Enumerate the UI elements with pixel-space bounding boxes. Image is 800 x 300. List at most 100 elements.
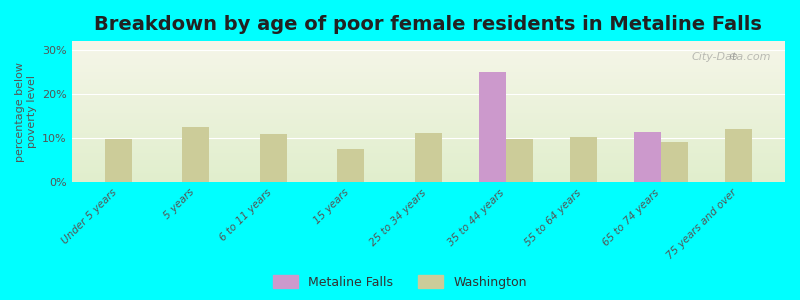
Bar bbox=[260, 134, 287, 182]
Bar bbox=[72, 85, 785, 86]
Bar bbox=[72, 68, 785, 69]
Bar bbox=[72, 52, 785, 54]
Bar bbox=[72, 156, 785, 157]
Bar bbox=[72, 133, 785, 134]
Bar bbox=[72, 136, 785, 137]
Text: City-Data.com: City-Data.com bbox=[691, 52, 770, 62]
Bar bbox=[72, 44, 785, 45]
Bar bbox=[72, 123, 785, 124]
Bar bbox=[72, 126, 785, 127]
Bar bbox=[72, 141, 785, 143]
Bar bbox=[72, 81, 785, 82]
Bar bbox=[72, 112, 785, 113]
Bar bbox=[72, 72, 785, 74]
Bar bbox=[72, 78, 785, 79]
Bar bbox=[634, 132, 661, 182]
Bar bbox=[72, 65, 785, 67]
Bar bbox=[72, 75, 785, 76]
Bar bbox=[72, 174, 785, 176]
Bar bbox=[72, 57, 785, 58]
Bar bbox=[72, 41, 785, 43]
Bar bbox=[72, 127, 785, 129]
Bar bbox=[72, 98, 785, 99]
Bar bbox=[72, 115, 785, 116]
Bar bbox=[72, 76, 785, 78]
Bar bbox=[72, 151, 785, 153]
Bar bbox=[72, 109, 785, 110]
Bar bbox=[72, 67, 785, 68]
Bar bbox=[72, 124, 785, 126]
Bar bbox=[72, 86, 785, 88]
Bar bbox=[72, 116, 785, 117]
Bar bbox=[72, 51, 785, 52]
Bar bbox=[72, 143, 785, 144]
Bar bbox=[72, 176, 785, 177]
Bar bbox=[72, 134, 785, 136]
Bar bbox=[72, 105, 785, 106]
Bar bbox=[72, 120, 785, 122]
Bar bbox=[72, 130, 785, 132]
Bar bbox=[72, 164, 785, 166]
Bar bbox=[72, 89, 785, 91]
Bar bbox=[72, 154, 785, 156]
Bar bbox=[506, 139, 533, 182]
Bar bbox=[72, 148, 785, 150]
Bar bbox=[72, 132, 785, 133]
Bar bbox=[570, 137, 597, 182]
Bar bbox=[72, 102, 785, 103]
Bar bbox=[72, 43, 785, 44]
Text: ⊕: ⊕ bbox=[730, 52, 738, 62]
Bar bbox=[72, 58, 785, 59]
Bar bbox=[72, 95, 785, 96]
Bar bbox=[72, 146, 785, 147]
Bar bbox=[72, 180, 785, 181]
Bar bbox=[478, 72, 506, 182]
Bar bbox=[72, 55, 785, 57]
Bar bbox=[72, 150, 785, 151]
Bar bbox=[72, 106, 785, 107]
Bar bbox=[72, 167, 785, 168]
Legend: Metaline Falls, Washington: Metaline Falls, Washington bbox=[268, 270, 532, 294]
Bar bbox=[72, 54, 785, 55]
Bar bbox=[72, 147, 785, 148]
Bar bbox=[72, 110, 785, 112]
Bar bbox=[72, 91, 785, 92]
Bar bbox=[338, 149, 365, 182]
Bar bbox=[72, 166, 785, 167]
Bar bbox=[72, 140, 785, 141]
Bar bbox=[72, 171, 785, 172]
Bar bbox=[72, 59, 785, 61]
Bar bbox=[72, 181, 785, 182]
Bar bbox=[72, 48, 785, 50]
Bar bbox=[72, 96, 785, 98]
Bar bbox=[72, 160, 785, 161]
Bar bbox=[72, 163, 785, 164]
Bar bbox=[72, 88, 785, 89]
Bar bbox=[72, 47, 785, 48]
Bar bbox=[72, 178, 785, 180]
Bar bbox=[415, 133, 442, 182]
Bar bbox=[72, 139, 785, 140]
Y-axis label: percentage below
poverty level: percentage below poverty level bbox=[15, 62, 37, 162]
Bar bbox=[72, 137, 785, 139]
Bar bbox=[72, 79, 785, 81]
Bar bbox=[72, 177, 785, 178]
Bar bbox=[72, 113, 785, 115]
Bar bbox=[72, 45, 785, 47]
Bar bbox=[72, 82, 785, 83]
Bar bbox=[72, 71, 785, 72]
Bar bbox=[72, 93, 785, 95]
Bar bbox=[72, 83, 785, 85]
Bar bbox=[72, 50, 785, 51]
Bar bbox=[72, 64, 785, 65]
Bar bbox=[105, 139, 132, 182]
Bar bbox=[72, 170, 785, 171]
Bar bbox=[72, 153, 785, 154]
Bar bbox=[72, 168, 785, 170]
Bar bbox=[72, 99, 785, 100]
Bar bbox=[72, 61, 785, 62]
Bar bbox=[72, 103, 785, 105]
Bar bbox=[72, 100, 785, 102]
Bar bbox=[72, 157, 785, 158]
Bar bbox=[72, 107, 785, 109]
